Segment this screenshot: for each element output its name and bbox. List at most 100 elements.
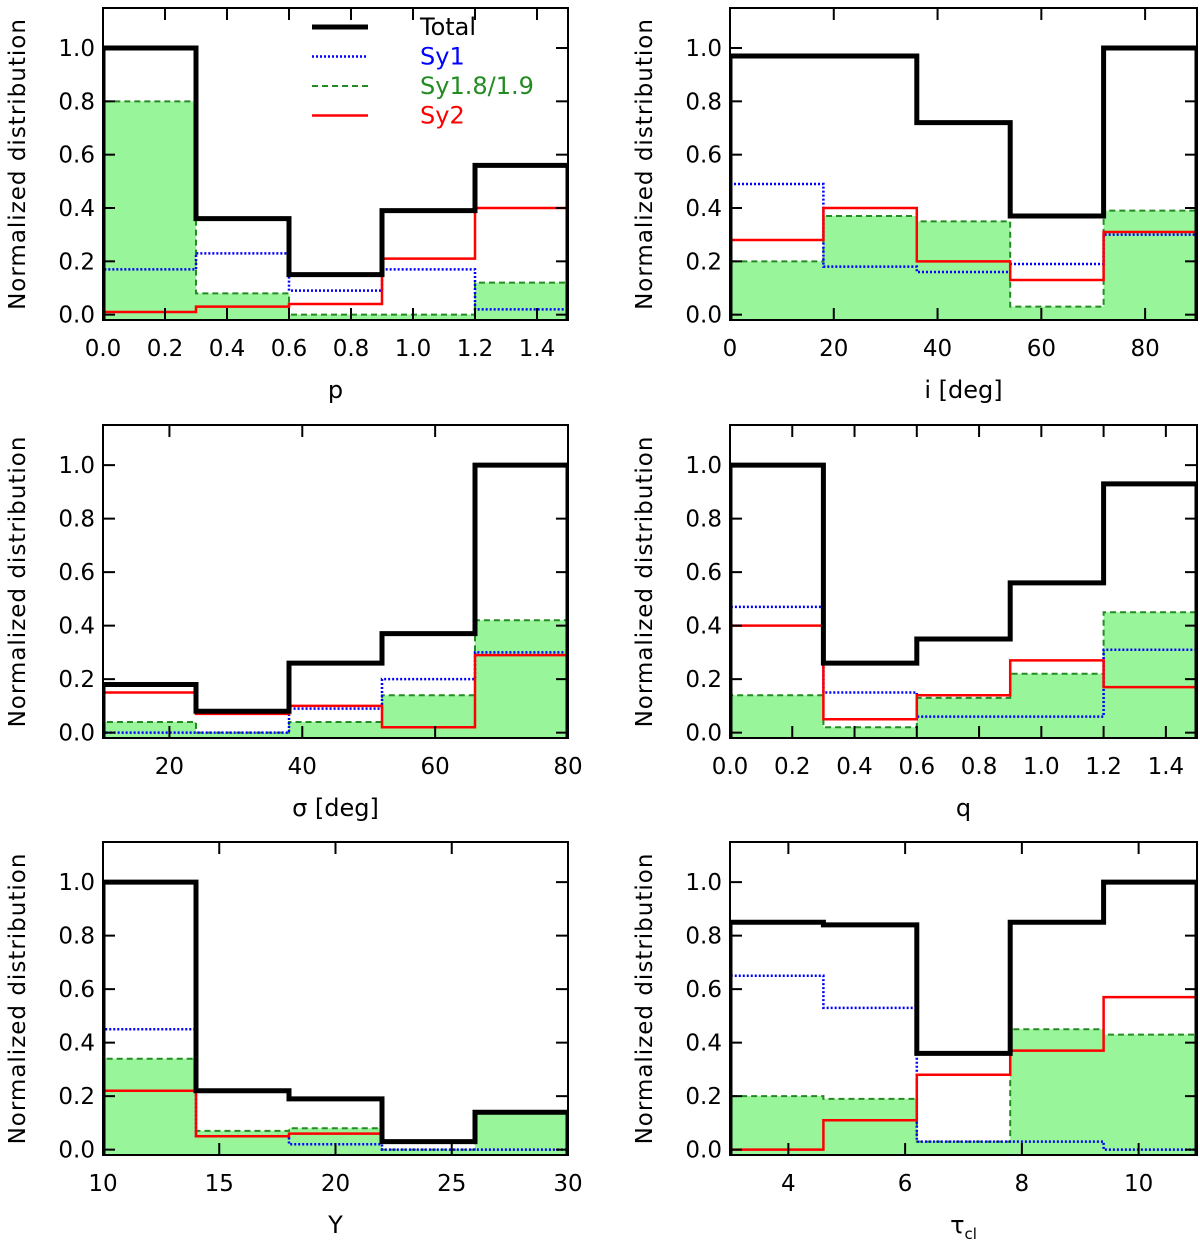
legend-label: Sy1.8/1.9	[420, 72, 534, 100]
sy2-histogram-p	[103, 206, 568, 320]
plot-frame-p	[102, 7, 569, 321]
xtick-label-tau_cl: 8	[1015, 1171, 1030, 1197]
legend-label: Total	[419, 13, 476, 41]
xtick-label-p: 0.0	[85, 336, 122, 362]
xtick-label-sigma: 80	[553, 754, 582, 780]
ytick-label-i: 0.8	[685, 89, 722, 115]
yaxis-title-p: Normalized distribution	[5, 18, 31, 310]
yaxis-title-sigma: Normalized distribution	[5, 436, 31, 728]
ytick-label-Y: 0.4	[58, 1031, 95, 1057]
xtick-label-i: 60	[1027, 336, 1056, 362]
xaxis-title-Y: Y	[327, 1211, 343, 1239]
panel-p: 0.0 0.2 0.4 0.6 0.8 1.0 0.0 0.2 0.4 0.6 0.8 1.0 1.2 1…	[5, 7, 569, 404]
sy1.8-1.9-histogram-Y	[103, 1057, 568, 1155]
sy1.8-1.9-fill-sigma	[103, 620, 568, 738]
xtick-label-Y: 20	[321, 1171, 350, 1197]
total-histogram-i	[730, 45, 1197, 320]
ytick-label-sigma: 0.6	[58, 560, 95, 586]
sy1-histogram-tau_cl	[730, 974, 1197, 1155]
xtick-label-i: 20	[819, 336, 848, 362]
xtick-label-p: 0.6	[271, 336, 308, 362]
xtick-label-p: 0.2	[147, 336, 184, 362]
ytick-label-q: 0.0	[685, 721, 722, 747]
sy1.8-1.9-fill-q	[730, 612, 1197, 738]
ytick-label-q: 0.6	[685, 560, 722, 586]
total-histogram-tau_cl	[730, 879, 1197, 1155]
legend-label: Sy2	[420, 102, 465, 130]
xtick-label-p: 0.4	[209, 336, 246, 362]
ytick-label-p: 1.0	[58, 36, 95, 62]
panel-sigma: 0.0 0.2 0.4 0.6 0.8 1.0 20 40 60 80 σ [deg] Normali…	[5, 424, 583, 822]
plot-frame-tau_cl	[729, 841, 1198, 1156]
xtick-label-tau_cl: 10	[1124, 1171, 1153, 1197]
sy1-histogram-i	[730, 182, 1197, 320]
ytick-label-Y: 1.0	[58, 870, 95, 896]
sy1-histogram-p	[103, 252, 568, 320]
ytick-label-Y: 0.6	[58, 977, 95, 1003]
panel-Y: 0.0 0.2 0.4 0.6 0.8 1.0 10 15 20 25 30 Y Normalized …	[5, 841, 583, 1239]
xtick-label-p: 1.2	[457, 336, 494, 362]
xtick-label-Y: 15	[205, 1171, 234, 1197]
ytick-label-sigma: 1.0	[58, 453, 95, 479]
xaxis-title-sigma: σ [deg]	[292, 794, 379, 822]
xtick-label-p: 1.4	[519, 336, 556, 362]
ytick-label-i: 0.0	[685, 303, 722, 329]
xtick-label-p: 1.0	[395, 336, 432, 362]
ytick-label-i: 0.4	[685, 196, 722, 222]
panel-q: 0.0 0.2 0.4 0.6 0.8 1.0 0.0 0.2 0.4 0.6 0.8 1.0 1.2 1…	[632, 424, 1198, 822]
yaxis-title-tau_cl: Normalized distribution	[632, 853, 658, 1145]
sy1.8-1.9-histogram-i	[730, 209, 1197, 320]
plot-frame-q	[729, 424, 1198, 739]
ytick-label-i: 0.6	[685, 143, 722, 169]
sy1.8-1.9-histogram-p	[103, 100, 568, 320]
ytick-label-p: 0.0	[58, 303, 95, 329]
ytick-label-p: 0.4	[58, 196, 95, 222]
ytick-label-tau_cl: 1.0	[685, 870, 722, 896]
xtick-label-q: 0.8	[961, 754, 998, 780]
ytick-label-Y: 0.0	[58, 1138, 95, 1164]
plot-frame-sigma	[102, 424, 569, 739]
total-histogram-sigma	[103, 462, 568, 738]
ytick-label-sigma: 0.2	[58, 667, 95, 693]
sy2-histogram-q	[730, 624, 1197, 738]
sy1-histogram-Y	[103, 1028, 568, 1155]
xaxis-title-i: i [deg]	[924, 376, 1002, 404]
ytick-label-i: 0.2	[685, 249, 722, 275]
ytick-label-Y: 0.8	[58, 924, 95, 950]
sy1.8-1.9-histogram-sigma	[103, 619, 568, 738]
xtick-label-q: 0.4	[836, 754, 873, 780]
sy1.8-1.9-fill-Y	[103, 1058, 568, 1155]
ytick-label-tau_cl: 0.2	[685, 1084, 722, 1110]
ytick-label-i: 1.0	[685, 36, 722, 62]
xtick-label-i: 80	[1130, 336, 1159, 362]
xtick-label-q: 0.0	[712, 754, 749, 780]
ytick-label-q: 0.4	[685, 614, 722, 640]
sy1-histogram-q	[730, 605, 1197, 738]
xtick-label-sigma: 60	[421, 754, 450, 780]
xtick-label-q: 1.4	[1148, 754, 1185, 780]
xtick-label-i: 0	[723, 336, 738, 362]
xtick-label-sigma: 40	[288, 754, 317, 780]
yaxis-title-Y: Normalized distribution	[5, 853, 31, 1145]
xtick-label-i: 40	[923, 336, 952, 362]
xtick-label-tau_cl: 6	[898, 1171, 913, 1197]
xtick-label-q: 0.2	[774, 754, 811, 780]
panel-tau_cl: 0.0 0.2 0.4 0.6 0.8 1.0 4 6 8 10 τcl Normalized dis…	[632, 841, 1198, 1240]
legend-label: Sy1	[420, 43, 465, 71]
sy1.8-1.9-histogram-q	[730, 611, 1197, 738]
xaxis-title-tau_cl: τcl	[950, 1211, 977, 1240]
ytick-label-q: 0.2	[685, 667, 722, 693]
sy2-histogram-sigma	[103, 653, 568, 738]
xtick-label-Y: 30	[553, 1171, 582, 1197]
xtick-label-tau_cl: 4	[781, 1171, 796, 1197]
xtick-label-q: 0.6	[899, 754, 936, 780]
ytick-label-p: 0.6	[58, 143, 95, 169]
ytick-label-sigma: 0.0	[58, 721, 95, 747]
xtick-label-q: 1.2	[1085, 754, 1122, 780]
total-histogram-q	[730, 462, 1197, 738]
ytick-label-p: 0.8	[58, 89, 95, 115]
sy1.8-1.9-fill-i	[730, 210, 1197, 320]
sy1.8-1.9-histogram-tau_cl	[730, 1028, 1197, 1155]
